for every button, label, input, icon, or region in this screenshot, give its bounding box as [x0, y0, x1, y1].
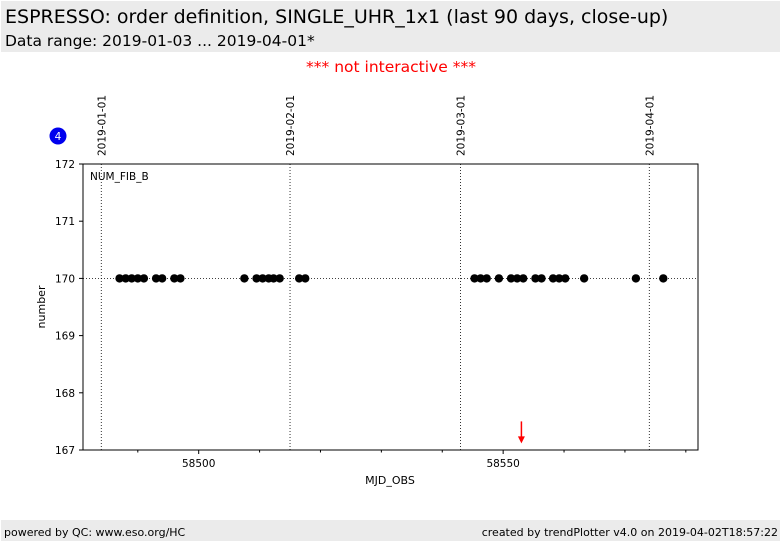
date-marker-label: 2019-01-01 — [96, 95, 108, 156]
y-tick-label: 172 — [55, 159, 75, 171]
x-axis-label: MJD_OBS — [365, 474, 415, 487]
data-point — [240, 274, 249, 283]
data-point — [659, 274, 668, 283]
red-marker-arrow — [517, 421, 525, 444]
data-point — [115, 274, 124, 283]
data-point — [531, 274, 540, 283]
date-markers: 2019-01-01 2019-02-01 2019-03-01 2019-04-01 — [96, 95, 656, 450]
y-tick-label: 169 — [55, 331, 75, 343]
data-point — [579, 274, 589, 283]
data-point — [470, 274, 479, 283]
x-axis: 58500 58550 — [137, 450, 687, 470]
data-point — [170, 274, 179, 283]
x-tick-label: 58500 — [182, 458, 215, 470]
data-point — [482, 274, 491, 283]
footer-bar: powered by QC: www.eso.org/HC created by… — [1, 520, 780, 541]
plot-number-label: 4 — [55, 131, 62, 143]
data-range-subtitle: Data range: 2019-01-03 ... 2019-04-01* — [5, 32, 315, 50]
data-point — [133, 274, 143, 283]
data-point — [269, 274, 278, 283]
y-tick-label: 167 — [55, 445, 75, 457]
y-tick-label: 170 — [55, 273, 75, 285]
data-point — [294, 274, 304, 283]
data-point — [301, 274, 310, 283]
plot-annotation: NUM_FIB_B — [90, 171, 149, 183]
y-tick-label: 168 — [55, 388, 75, 400]
date-marker-label: 2019-03-01 — [456, 95, 468, 156]
data-point — [476, 274, 485, 283]
not-interactive-notice: *** not interactive *** — [306, 58, 476, 76]
footer-credit: powered by QC: www.eso.org/HC — [4, 526, 186, 539]
data-point — [139, 274, 149, 283]
data-point — [252, 274, 261, 283]
data-point — [561, 274, 570, 283]
data-point — [554, 274, 564, 283]
header-bar: ESPRESSO: order definition, SINGLE_UHR_1… — [1, 1, 780, 52]
data-point — [157, 274, 167, 283]
date-marker-label: 2019-02-01 — [285, 95, 297, 156]
data-point — [494, 274, 504, 283]
data-point — [127, 274, 136, 283]
data-point — [519, 274, 528, 283]
data-point — [151, 274, 161, 283]
plot-number-badge — [49, 127, 67, 145]
page-title: ESPRESSO: order definition, SINGLE_UHR_1… — [5, 6, 669, 28]
x-tick-label: 58550 — [486, 458, 519, 470]
data-point — [512, 274, 522, 283]
data-point — [176, 274, 185, 283]
y-axis-label: number — [35, 285, 48, 328]
arrow-head — [517, 436, 525, 444]
data-point — [506, 274, 516, 283]
data-point — [631, 274, 641, 283]
plot-area — [82, 163, 699, 451]
data-point — [275, 274, 284, 283]
data-point — [258, 274, 267, 283]
date-marker-label: 2019-04-01 — [644, 95, 656, 156]
data-points — [115, 274, 668, 283]
y-axis: 167 168 169 170 171 172 — [55, 159, 83, 457]
data-point — [537, 274, 546, 283]
data-point — [548, 274, 558, 283]
data-point — [121, 274, 130, 283]
footer-generator: created by trendPlotter v4.0 on 2019-04-… — [481, 526, 778, 539]
y-tick-label: 171 — [55, 216, 75, 228]
